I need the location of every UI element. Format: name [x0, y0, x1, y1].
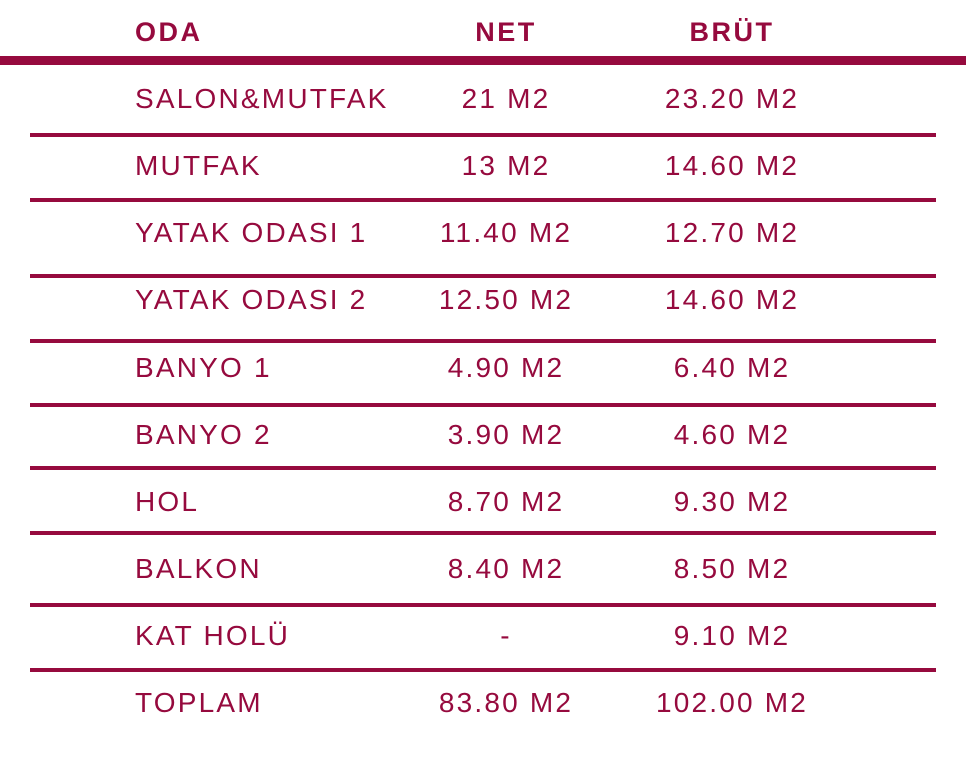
table-row: KAT HOLÜ - 9.10 M2 — [0, 616, 966, 656]
gross-area: 23.20 M2 — [664, 83, 800, 114]
header-net: NET — [475, 17, 537, 47]
gross-area: 9.10 M2 — [673, 620, 791, 651]
net-area: 12.50 M2 — [438, 284, 574, 315]
row-divider — [30, 403, 936, 407]
net-area: 11.40 M2 — [439, 217, 573, 248]
gross-area: 102.00 M2 — [655, 687, 809, 718]
gross-area: 12.70 M2 — [664, 217, 800, 248]
row-divider — [30, 198, 936, 202]
net-area: 83.80 M2 — [438, 687, 574, 718]
row-divider — [30, 133, 936, 137]
room-name: MUTFAK — [135, 150, 262, 181]
room-name: TOPLAM — [135, 687, 263, 718]
table-row: YATAK ODASI 2 12.50 M2 14.60 M2 — [0, 280, 966, 320]
room-name: BANYO 1 — [135, 352, 272, 383]
net-area: 21 M2 — [461, 83, 551, 114]
room-name: BALKON — [135, 553, 262, 584]
row-divider — [30, 531, 936, 535]
room-name: KAT HOLÜ — [135, 620, 291, 651]
net-area: 3.90 M2 — [447, 419, 565, 450]
net-area: 8.70 M2 — [447, 486, 565, 517]
net-area: - — [500, 620, 512, 651]
table-row: HOL 8.70 M2 9.30 M2 — [0, 482, 966, 522]
gross-area: 6.40 M2 — [673, 352, 791, 383]
gross-area: 9.30 M2 — [673, 486, 791, 517]
row-divider — [30, 339, 936, 343]
net-area: 8.40 M2 — [447, 553, 565, 584]
table-row: BALKON 8.40 M2 8.50 M2 — [0, 549, 966, 589]
room-name: BANYO 2 — [135, 419, 272, 450]
header-oda: ODA — [135, 17, 203, 47]
net-area: 13 M2 — [461, 150, 551, 181]
table-row: TOPLAM 83.80 M2 102.00 M2 — [0, 683, 966, 723]
room-name: HOL — [135, 486, 200, 517]
header-brut: BRÜT — [689, 17, 775, 47]
gross-area: 14.60 M2 — [664, 150, 800, 181]
gross-area: 4.60 M2 — [673, 419, 791, 450]
header-divider — [0, 56, 966, 65]
row-divider — [30, 668, 936, 672]
table-row: YATAK ODASI 1 11.40 M2 12.70 M2 — [0, 213, 966, 253]
gross-area: 14.60 M2 — [664, 284, 800, 315]
row-divider — [30, 466, 936, 470]
table-row: SALON&MUTFAK 21 M2 23.20 M2 — [0, 79, 966, 119]
table-row: BANYO 2 3.90 M2 4.60 M2 — [0, 415, 966, 455]
row-divider — [30, 603, 936, 607]
gross-area: 8.50 M2 — [673, 553, 791, 584]
room-name: YATAK ODASI 1 — [135, 217, 368, 248]
table-row: BANYO 1 4.90 M2 6.40 M2 — [0, 348, 966, 388]
net-area: 4.90 M2 — [447, 352, 565, 383]
room-name: YATAK ODASI 2 — [135, 284, 368, 315]
room-name: SALON&MUTFAK — [135, 83, 389, 114]
row-divider — [30, 274, 936, 278]
table-row: MUTFAK 13 M2 14.60 M2 — [0, 146, 966, 186]
